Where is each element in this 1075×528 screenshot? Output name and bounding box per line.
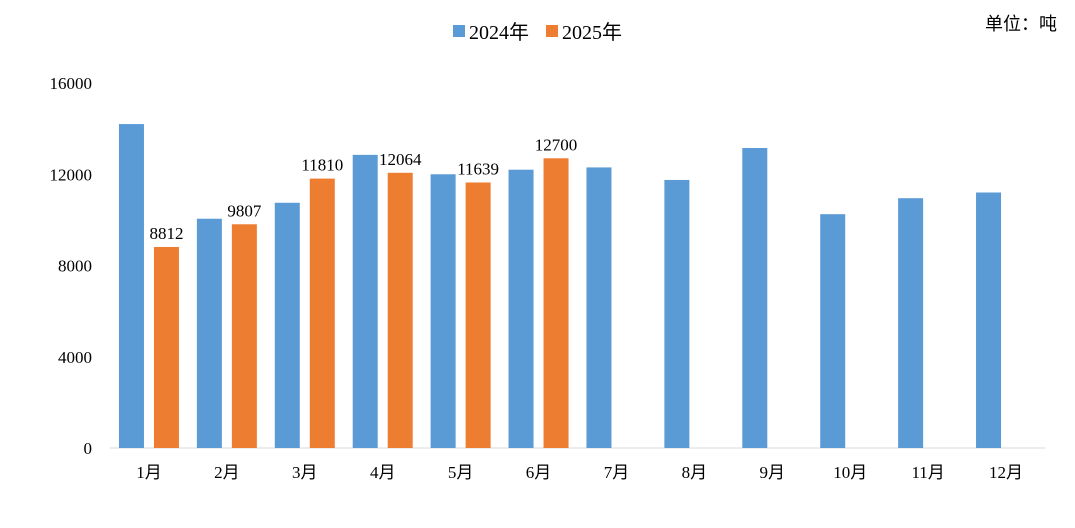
data-label: 12064: [379, 150, 422, 169]
data-label: 9807: [227, 201, 262, 220]
bar-2024-12: [976, 192, 1002, 448]
x-tick-label: 6月: [526, 463, 552, 482]
bar-2025-1: [153, 246, 179, 448]
legend-item-2024: 2024年: [453, 16, 529, 45]
bar-2024-2: [196, 218, 222, 448]
bar-2024-10: [820, 214, 846, 448]
bar-2024-6: [508, 169, 534, 448]
x-tick-label: 5月: [448, 463, 474, 482]
bar-2024-5: [430, 174, 456, 448]
x-tick-label: 7月: [604, 463, 630, 482]
bar-2025-3: [309, 178, 335, 448]
x-tick-label: 1月: [136, 463, 162, 482]
x-tick-label: 2月: [214, 463, 240, 482]
y-tick-label: 12000: [50, 165, 93, 184]
legend-label-2025: 2025年: [562, 22, 622, 44]
x-tick-label: 8月: [682, 463, 708, 482]
data-label: 11810: [301, 156, 343, 175]
bar-2024-9: [742, 148, 768, 448]
legend-label-2024: 2024年: [469, 22, 529, 44]
data-label: 12700: [535, 135, 578, 154]
bar-2024-7: [586, 167, 612, 448]
x-tick-label: 10月: [833, 463, 867, 482]
bar-2025-5: [465, 182, 491, 449]
legend-swatch-2025: [546, 24, 558, 37]
data-label: 11639: [457, 159, 499, 178]
x-tick-label: 4月: [370, 463, 396, 482]
x-tick-label: 12月: [989, 463, 1023, 482]
legend-swatch-2024: [453, 24, 465, 37]
x-tick-label: 11月: [911, 463, 944, 482]
y-tick-label: 4000: [58, 348, 92, 367]
bar-2025-6: [543, 158, 569, 448]
x-tick-label: 3月: [292, 463, 318, 482]
bar-2025-4: [387, 172, 413, 449]
bar-2024-4: [352, 154, 378, 448]
x-tick-label: 9月: [760, 463, 786, 482]
data-label: 8812: [149, 224, 183, 243]
bar-2024-8: [664, 179, 690, 448]
bar-2024-11: [898, 198, 924, 448]
bar-2025-2: [231, 224, 257, 448]
chart-legend: 2024年 2025年: [0, 16, 1075, 45]
bar-2024-3: [274, 202, 300, 448]
y-tick-label: 0: [84, 439, 93, 458]
bar-2024-1: [118, 124, 144, 448]
legend-item-2025: 2025年: [546, 16, 622, 45]
y-tick-label: 8000: [58, 257, 92, 276]
y-tick-label: 16000: [50, 74, 93, 93]
unit-label: 单位：吨: [985, 14, 1057, 35]
